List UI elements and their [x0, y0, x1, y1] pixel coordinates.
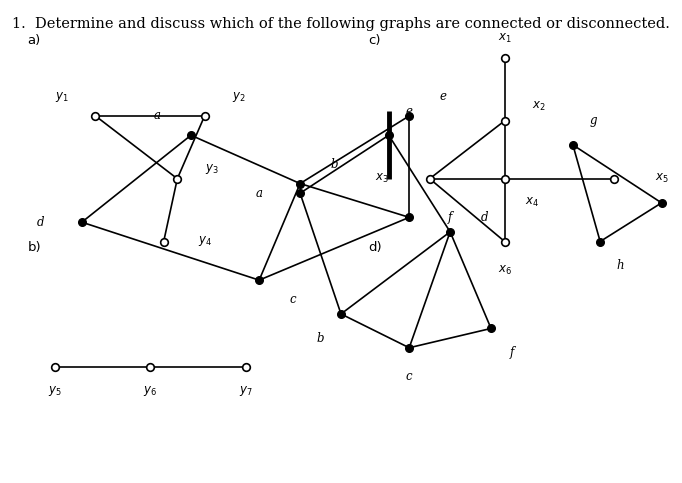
Text: c: c [406, 370, 413, 383]
Text: $x_3$: $x_3$ [375, 172, 389, 185]
Text: e: e [440, 90, 447, 103]
Text: g: g [590, 114, 597, 127]
Text: d): d) [368, 242, 382, 255]
Text: $x_1$: $x_1$ [498, 32, 512, 45]
Text: d: d [38, 216, 44, 228]
Text: $y_6$: $y_6$ [143, 384, 157, 398]
Text: h: h [617, 259, 625, 272]
Text: d: d [481, 211, 488, 224]
Text: $y_7$: $y_7$ [239, 384, 252, 398]
Text: c): c) [368, 34, 381, 47]
Text: b: b [317, 332, 324, 344]
Text: $y_5$: $y_5$ [48, 384, 61, 398]
Text: e: e [406, 105, 413, 117]
Text: f: f [448, 211, 452, 224]
Text: b: b [331, 158, 338, 170]
Text: c: c [290, 293, 297, 306]
Text: $y_4$: $y_4$ [198, 235, 211, 248]
Text: 1.  Determine and discuss which of the following graphs are connected or disconn: 1. Determine and discuss which of the fo… [12, 17, 670, 31]
Text: a: a [256, 187, 263, 199]
Text: $y_2$: $y_2$ [232, 90, 246, 103]
Text: $y_3$: $y_3$ [205, 162, 218, 176]
Text: a): a) [27, 34, 40, 47]
Text: $x_6$: $x_6$ [498, 264, 512, 277]
Text: $x_2$: $x_2$ [532, 99, 546, 113]
Text: $x_4$: $x_4$ [525, 196, 539, 210]
Text: b): b) [27, 242, 41, 255]
Text: f: f [509, 346, 514, 359]
Text: $y_1$: $y_1$ [55, 90, 68, 103]
Text: $x_5$: $x_5$ [655, 172, 668, 185]
Text: a: a [153, 110, 160, 122]
